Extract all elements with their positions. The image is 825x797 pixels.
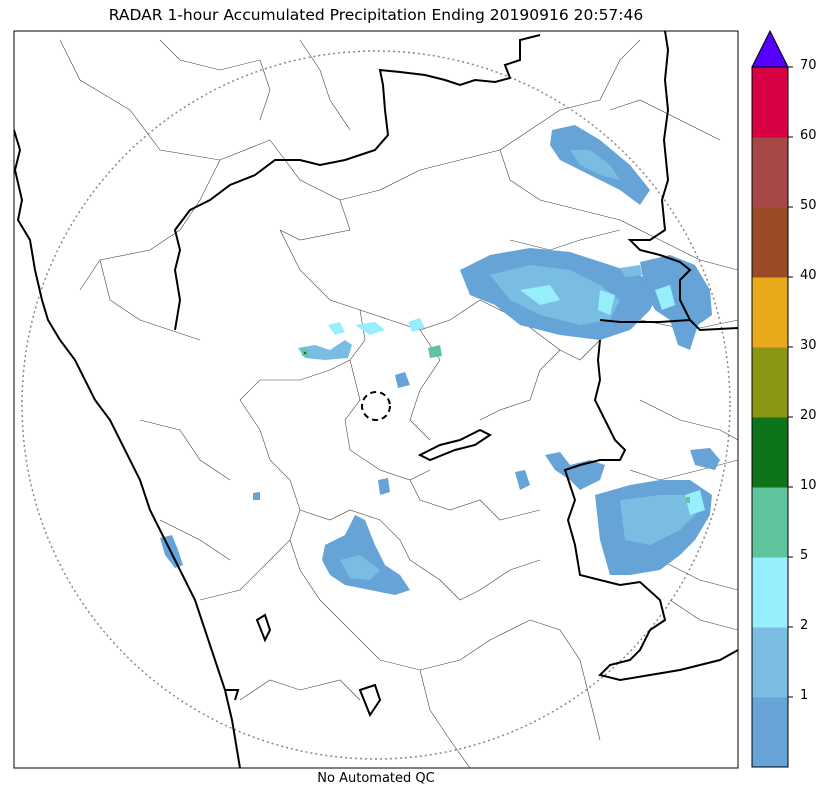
colorbar-bin bbox=[752, 347, 788, 418]
map-frame bbox=[13, 30, 739, 769]
colorbar-bin bbox=[752, 277, 788, 348]
radar-range-ring bbox=[21, 50, 731, 760]
colorbar-tick-label: 5 bbox=[800, 548, 809, 563]
colorbar-bin bbox=[752, 207, 788, 278]
colorbar-tick-label: 10 bbox=[800, 478, 817, 493]
colorbar-bin bbox=[752, 67, 788, 138]
colorbar-tick-label: 50 bbox=[800, 198, 817, 213]
colorbar-tick-label: 30 bbox=[800, 338, 817, 353]
colorbar-ticks bbox=[788, 66, 793, 698]
colorbar-tick-label: 60 bbox=[800, 128, 817, 143]
colorbar-bin bbox=[752, 137, 788, 208]
colorbar-tick-label: 2 bbox=[800, 618, 809, 633]
colorbar-bin bbox=[752, 557, 788, 628]
state-boundaries bbox=[14, 31, 738, 768]
colorbar-tick-label: 40 bbox=[800, 268, 817, 283]
colorbar-tick-label: 70 bbox=[800, 58, 817, 73]
colorbar-extend-triangle bbox=[751, 29, 789, 68]
radar-site-marker bbox=[361, 391, 391, 421]
precipitation-fields bbox=[160, 125, 720, 595]
map-title: RADAR 1-hour Accumulated Precipitation E… bbox=[108, 6, 644, 24]
colorbar-bin bbox=[752, 487, 788, 558]
district-boundaries bbox=[59, 39, 738, 768]
colorbar-bin bbox=[752, 417, 788, 488]
colorbar-bins bbox=[752, 67, 788, 768]
qc-note: No Automated QC bbox=[317, 771, 435, 786]
colorbar-bin bbox=[752, 697, 788, 768]
colorbar-tick-label: 1 bbox=[800, 688, 809, 703]
colorbar-tick-label: 20 bbox=[800, 408, 817, 423]
colorbar-bin bbox=[752, 627, 788, 698]
